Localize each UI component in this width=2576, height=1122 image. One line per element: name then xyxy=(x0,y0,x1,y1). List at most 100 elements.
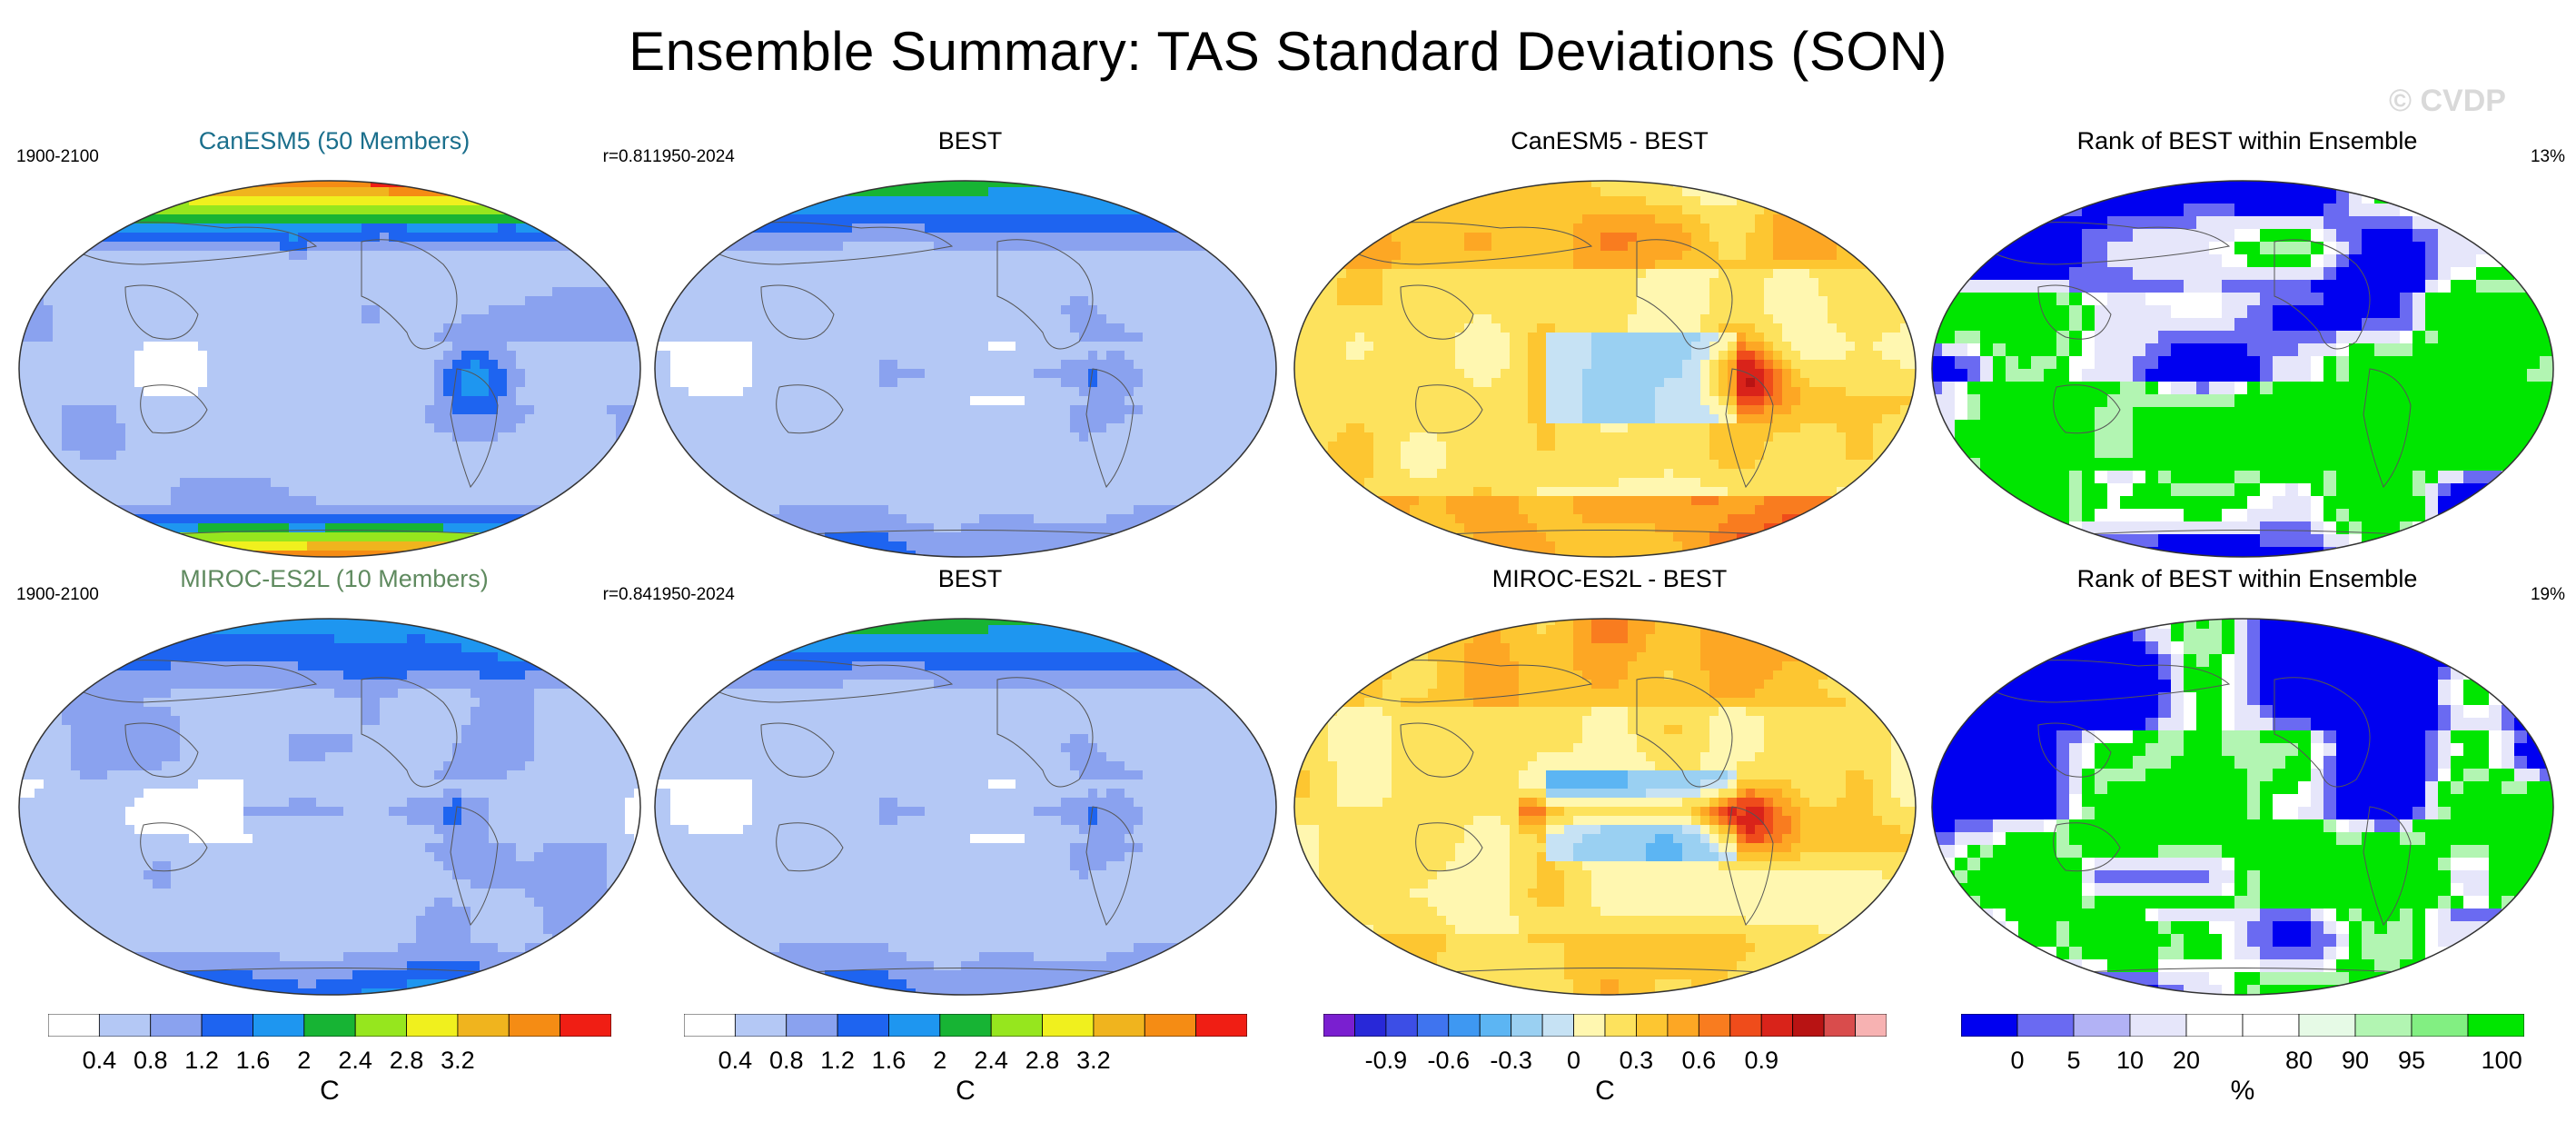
panel-title: CanESM5 - BEST xyxy=(1292,127,1927,155)
world-map xyxy=(16,616,643,1002)
colorbar-swatch xyxy=(1760,1014,1794,1037)
colorbar-tick-label: 5 xyxy=(2037,1047,2110,1075)
map-2 xyxy=(1293,180,1917,558)
panel-title: MIROC-ES2L (10 Members) xyxy=(16,565,652,593)
colorbar-swatch xyxy=(201,1014,253,1037)
colorbar-tick-label: 0.6 xyxy=(1662,1047,1735,1075)
colorbar-tick-label: 90 xyxy=(2319,1047,2392,1075)
cvdp-watermark: © CVDP xyxy=(2389,84,2506,119)
colorbar-swatch xyxy=(406,1014,459,1037)
colorbar-swatch xyxy=(2129,1014,2187,1037)
colorbar-tick-label: 1.2 xyxy=(165,1047,238,1075)
panel-title: MIROC-ES2L - BEST xyxy=(1292,565,1927,593)
colorbar-swatch xyxy=(2242,1014,2300,1037)
panel-title: BEST xyxy=(652,565,1288,593)
colorbar-tick-label: 2.4 xyxy=(319,1047,391,1075)
map-4 xyxy=(18,618,641,996)
colorbar-tick-label: 0.8 xyxy=(750,1047,823,1075)
colorbar-swatch xyxy=(150,1014,203,1037)
colorbar-swatch xyxy=(837,1014,889,1037)
colorbar-tick-label: 2.8 xyxy=(1006,1047,1079,1075)
panel-title: BEST xyxy=(652,127,1288,155)
colorbar-swatch xyxy=(1093,1014,1145,1037)
colorbar-tick-label: 0.4 xyxy=(698,1047,771,1075)
colorbar-swatch xyxy=(1823,1014,1856,1037)
colorbar-swatch xyxy=(1144,1014,1197,1037)
colorbar-swatch xyxy=(303,1014,356,1037)
colorbar-tick-label: 0 xyxy=(1981,1047,2054,1075)
colorbar-tick-label: 0.3 xyxy=(1600,1047,1672,1075)
colorbar-swatch xyxy=(734,1014,788,1037)
colorbar-swatch xyxy=(1042,1014,1095,1037)
panel-title: Rank of BEST within Ensemble xyxy=(1929,127,2565,155)
colorbar-swatch xyxy=(1573,1014,1606,1037)
colorbar-tick-label: 3.2 xyxy=(421,1047,494,1075)
colorbar-swatch xyxy=(1698,1014,1731,1037)
colorbar-tick-label: 10 xyxy=(2094,1047,2166,1075)
panel-stat: 13% xyxy=(2531,147,2565,167)
map-1 xyxy=(654,180,1277,558)
map-panel: MIROC-ES2L - BEST xyxy=(1292,565,1927,996)
colorbar-std: 0.4 0.8 1.2 1.6 2 2.4 2.8 3.2 C xyxy=(48,1014,611,1114)
colorbar-swatch xyxy=(2354,1014,2413,1037)
panel-period: 1900-2100 xyxy=(16,147,99,167)
panel-title: Rank of BEST within Ensemble xyxy=(1929,565,2565,593)
world-map xyxy=(1929,178,2556,564)
colorbar-swatch xyxy=(2185,1014,2244,1037)
colorbar-swatch xyxy=(1479,1014,1512,1037)
map-0 xyxy=(18,180,641,558)
colorbar-tick-label: -0.6 xyxy=(1412,1047,1485,1075)
colorbar-swatch xyxy=(2016,1014,2075,1037)
colorbar-tick-label: -0.9 xyxy=(1350,1047,1422,1075)
panel-stat: r=0.81 xyxy=(603,147,652,167)
map-panel: Rank of BEST within Ensemble 13% xyxy=(1929,127,2565,558)
colorbar-std: 0.4 0.8 1.2 1.6 2 2.4 2.8 3.2 C xyxy=(684,1014,1247,1114)
colorbar-swatch xyxy=(1385,1014,1418,1037)
colorbar-tick-label: -0.3 xyxy=(1475,1047,1548,1075)
colorbar-swatch xyxy=(48,1014,100,1037)
colorbar-swatch xyxy=(1195,1014,1247,1037)
colorbar-swatch xyxy=(1792,1014,1825,1037)
colorbar-unit: C xyxy=(284,1076,375,1107)
map-panel: CanESM5 (50 Members) 1900-2100 r=0.81 xyxy=(16,127,652,558)
map-panel: Rank of BEST within Ensemble 19% xyxy=(1929,565,2565,996)
colorbar-unit: C xyxy=(920,1076,1011,1107)
colorbar-swatch xyxy=(2467,1014,2524,1037)
panel-title: CanESM5 (50 Members) xyxy=(16,127,652,155)
colorbar-swatch xyxy=(939,1014,992,1037)
colorbar-swatch xyxy=(1541,1014,1574,1037)
colorbar-swatch xyxy=(1604,1014,1637,1037)
colorbar-tick-label: 0.4 xyxy=(63,1047,135,1075)
colorbar-swatch xyxy=(1511,1014,1543,1037)
colorbar-swatch xyxy=(1961,1014,2018,1037)
panel-period: 1950-2024 xyxy=(652,147,735,167)
colorbar-swatch xyxy=(1729,1014,1762,1037)
map-5 xyxy=(654,618,1277,996)
colorbar-swatch xyxy=(1323,1014,1355,1037)
world-map xyxy=(1292,616,1918,1002)
panel-period: 1950-2024 xyxy=(652,585,735,605)
colorbar-tick-label: 0.9 xyxy=(1725,1047,1798,1075)
colorbar-unit: % xyxy=(2197,1076,2288,1107)
world-map xyxy=(1929,616,2556,1002)
world-map xyxy=(16,178,643,564)
map-3 xyxy=(1931,180,2554,558)
colorbar-swatch xyxy=(2411,1014,2469,1037)
colorbar-swatch xyxy=(508,1014,561,1037)
colorbar-swatch xyxy=(98,1014,152,1037)
map-panel: CanESM5 - BEST xyxy=(1292,127,1927,558)
world-map xyxy=(1292,178,1918,564)
colorbar-swatch xyxy=(1855,1014,1887,1037)
map-panel: BEST 1950-2024 xyxy=(652,127,1288,558)
colorbar-tick-label: 100 xyxy=(2465,1047,2538,1075)
colorbar-tick-label: 1.2 xyxy=(801,1047,874,1075)
map-6 xyxy=(1293,618,1917,996)
map-panel: BEST 1950-2024 xyxy=(652,565,1288,996)
colorbar-swatch xyxy=(1636,1014,1669,1037)
world-map xyxy=(652,178,1279,564)
colorbar-diff: -0.9 -0.6 -0.3 0 0.3 0.6 0.9 C xyxy=(1323,1014,1887,1114)
colorbar-tick-label: 95 xyxy=(2375,1047,2448,1075)
colorbar-tick-label: 80 xyxy=(2263,1047,2335,1075)
colorbar-swatch xyxy=(253,1014,305,1037)
colorbar-tick-label: 1.6 xyxy=(852,1047,925,1075)
